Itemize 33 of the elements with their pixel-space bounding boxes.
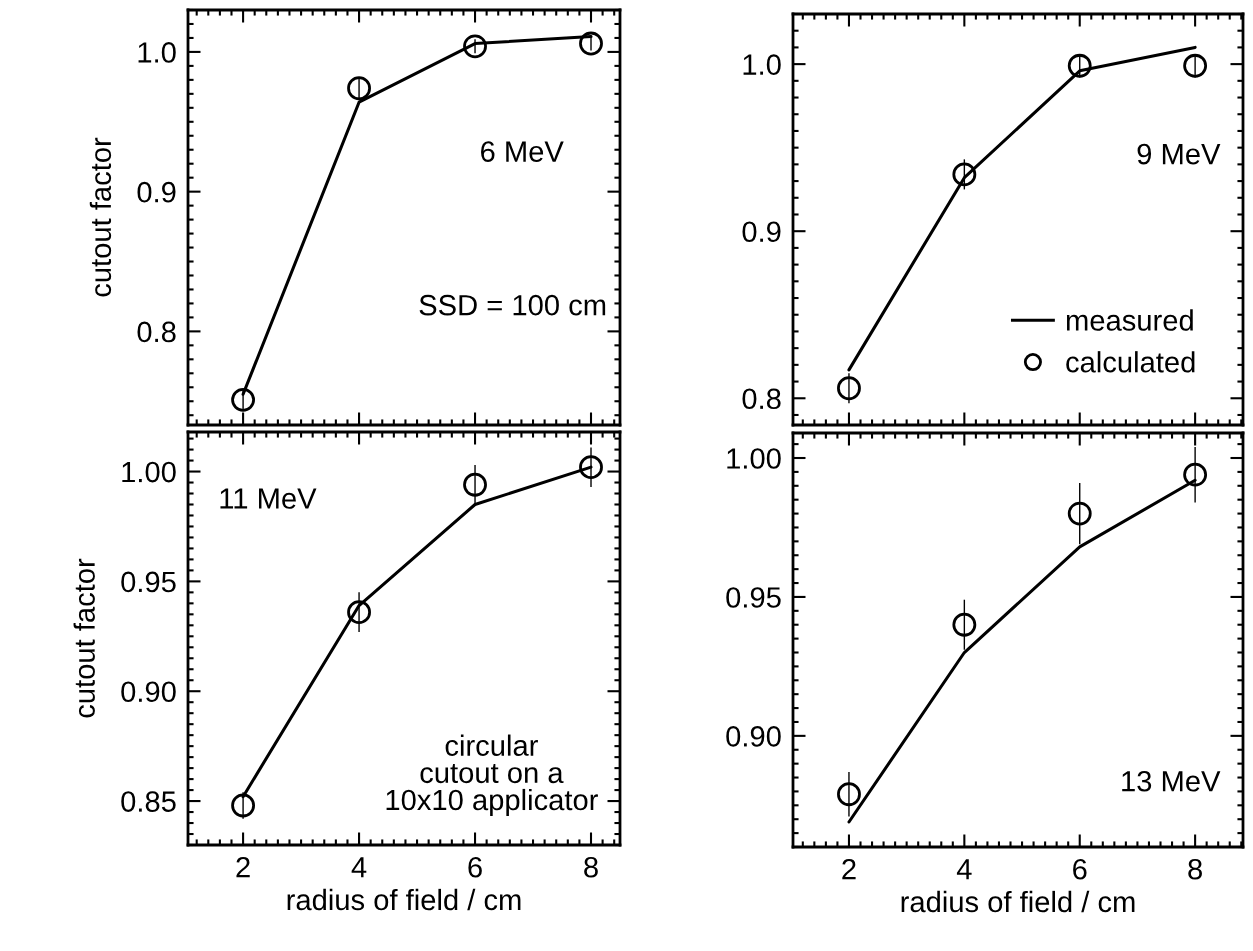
y-tick-label: 0.8 — [137, 321, 176, 343]
legend-label: calculated — [1066, 351, 1195, 373]
y-tick-label: 0.8 — [742, 388, 781, 410]
y-tick-label: 0.90 — [121, 681, 176, 703]
y-tick-label: 1.00 — [122, 461, 176, 483]
y-tick-label: 0.9 — [137, 181, 176, 203]
y-tick-label: 1.0 — [138, 42, 176, 63]
x-axis-title: radius of field / cm — [901, 890, 1135, 913]
x-tick-label: 4 — [956, 859, 972, 880]
x-tick-label: 2 — [842, 858, 856, 880]
y-axis-title: cutout factor — [73, 558, 95, 718]
x-tick-label: 2 — [236, 856, 250, 878]
y-tick-label: 0.90 — [726, 726, 781, 747]
x-tick-label: 8 — [1188, 858, 1202, 880]
x-tick-label: 4 — [351, 857, 367, 878]
x-axis-title: radius of field / cm — [287, 888, 521, 911]
y-tick-label: 0.95 — [121, 571, 176, 593]
x-tick-label: 6 — [1073, 858, 1087, 880]
y-tick-label: 0.85 — [121, 791, 176, 812]
annotation: 6 MeV — [481, 141, 564, 162]
annotation: 13 MeV — [1122, 770, 1221, 792]
legend-label: measured — [1066, 309, 1193, 331]
annotation: circular cutout on a 10x10 applicator — [386, 734, 598, 817]
annotation: 9 MeV — [1137, 143, 1221, 165]
y-tick-label: 0.95 — [726, 587, 781, 608]
x-tick-label: 6 — [468, 856, 482, 878]
y-tick-label: 1.0 — [743, 54, 781, 75]
annotation: 11 MeV — [220, 488, 317, 509]
annotation: SSD = 100 cm — [419, 294, 606, 316]
x-tick-label: 8 — [584, 856, 598, 878]
y-axis-title: cutout factor — [89, 137, 112, 297]
y-tick-label: 0.9 — [742, 221, 781, 243]
y-tick-label: 1.00 — [727, 448, 781, 469]
